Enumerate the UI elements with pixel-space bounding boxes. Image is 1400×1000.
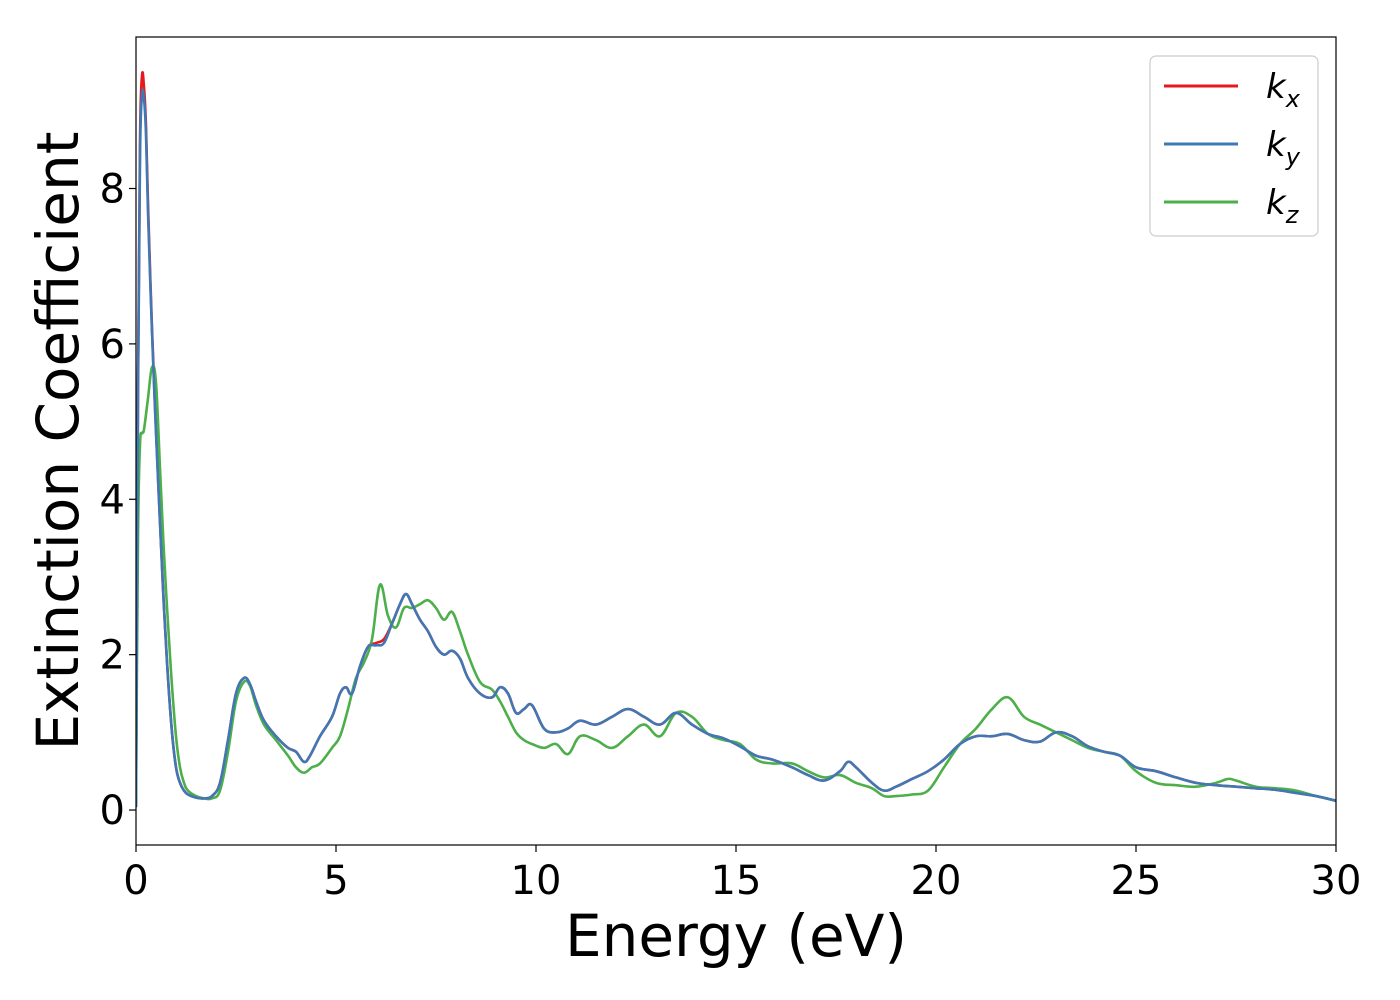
tick-layer: 0 5 10 15 20 25 30 0 2 4 6 8	[100, 167, 1362, 905]
x-tick-label: 20	[911, 858, 962, 904]
x-tick-label: 30	[1311, 858, 1362, 904]
y-tick-label: 4	[100, 477, 125, 523]
x-tick-label: 15	[711, 858, 762, 904]
legend-box	[1149, 55, 1319, 237]
x-tick-label: 25	[1111, 858, 1162, 904]
legend-label-y: ky	[1266, 125, 1301, 171]
x-tick-label: 0	[123, 858, 148, 904]
legend-label-x: kx	[1266, 67, 1301, 113]
series-line-z	[136, 364, 1336, 808]
x-tick-label: 5	[323, 858, 348, 904]
y-tick-label: 0	[100, 788, 125, 834]
series-line-y	[136, 88, 1336, 808]
legend-label-z: kz	[1266, 183, 1300, 229]
series-layer	[136, 70, 1336, 808]
y-tick-label: 2	[100, 633, 125, 679]
x-axis-label: Energy (eV)	[565, 902, 907, 970]
legend: kx ky kz	[1149, 55, 1319, 237]
y-tick-label: 6	[100, 322, 125, 368]
plot-frame	[135, 36, 1337, 846]
y-tick-label: 8	[100, 167, 125, 213]
plot-area	[135, 36, 1337, 846]
y-axis-label: Extinction Coefficient	[24, 132, 92, 751]
x-tick-label: 10	[511, 858, 562, 904]
